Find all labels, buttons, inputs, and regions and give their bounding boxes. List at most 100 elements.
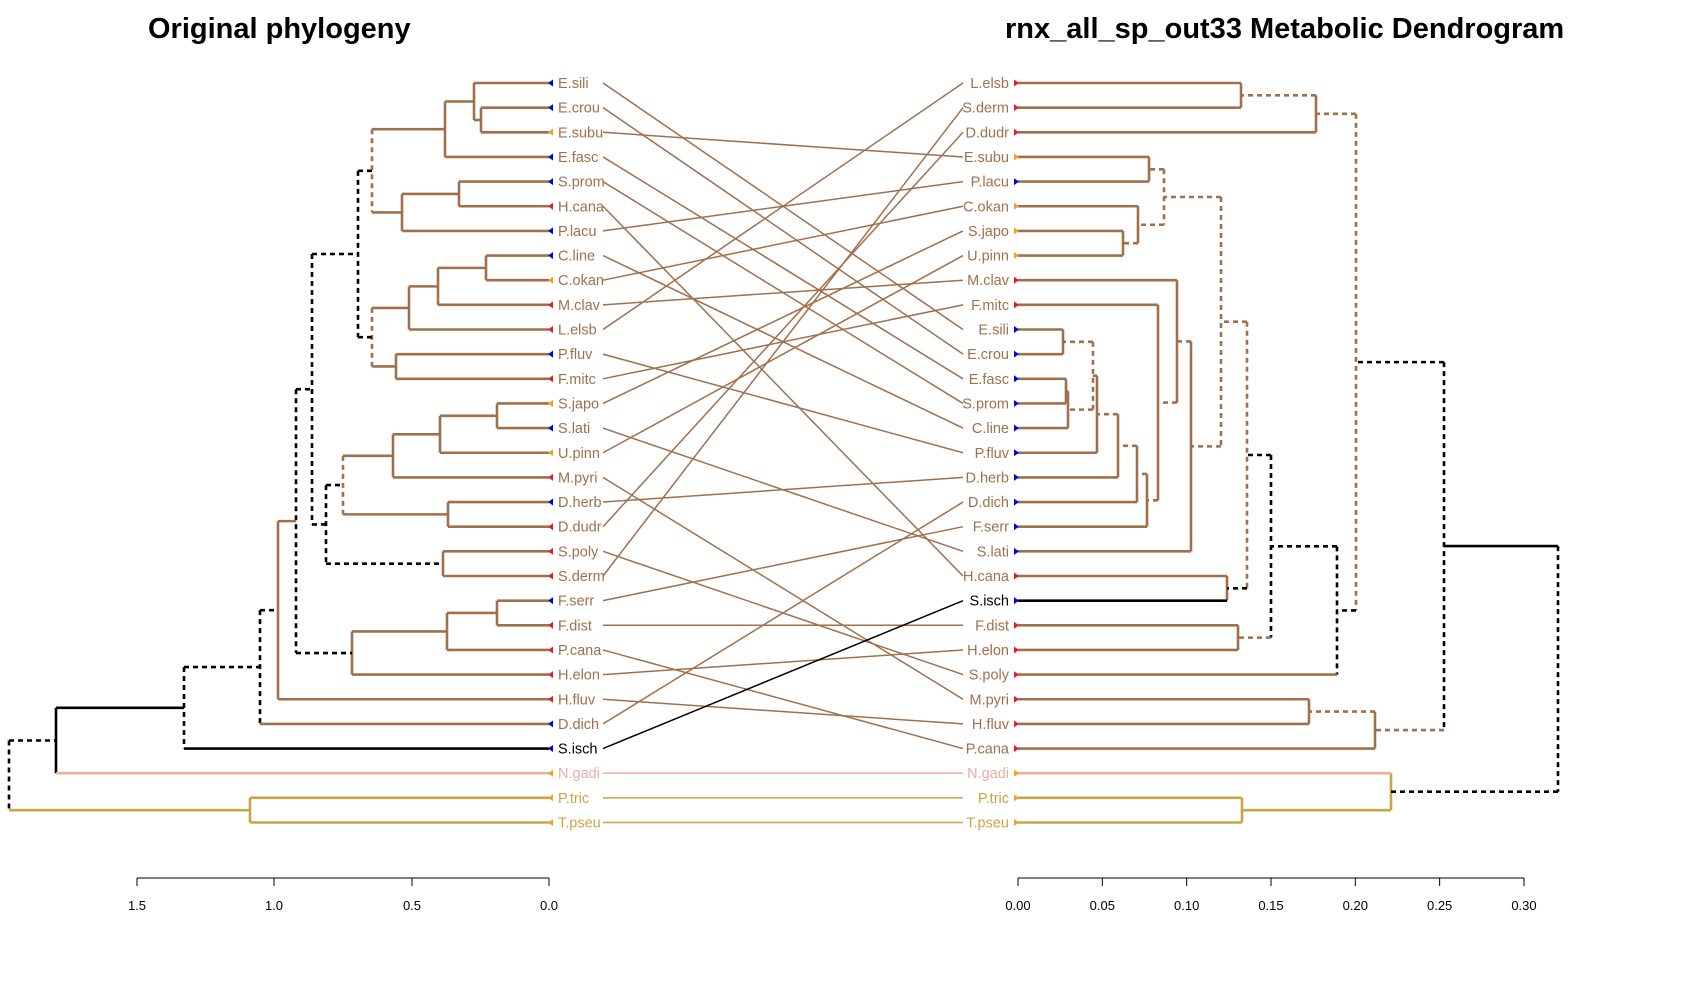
right-leaf-label: H.fluv (972, 717, 1010, 733)
leaf-marker (1014, 547, 1019, 555)
leaf-marker (1014, 671, 1019, 679)
left-leaf-label: F.dist (558, 618, 592, 634)
leaf-marker (548, 621, 553, 629)
connector-line (602, 476, 964, 700)
connector-line (602, 230, 964, 405)
right-leaf-label: S.isch (970, 594, 1010, 610)
left-leaf-label: L.elsb (558, 323, 597, 339)
leaf-marker (548, 819, 553, 826)
leaf-marker (548, 79, 553, 87)
leaf-marker (1014, 252, 1019, 260)
leaf-marker (1014, 326, 1019, 333)
axis-tick-label: 0.5 (403, 898, 421, 913)
leaf-marker (548, 424, 553, 432)
leaf-marker (548, 276, 553, 284)
right-leaf-label: D.dich (968, 495, 1009, 511)
leaf-marker (1014, 498, 1019, 506)
leaf-marker (548, 252, 553, 260)
connector-line (602, 205, 964, 577)
right-leaf-label: S.derm (962, 101, 1009, 117)
leaf-marker (548, 350, 553, 358)
left-leaf-label: U.pinn (558, 446, 600, 462)
right-leaf-label: L.elsb (970, 76, 1009, 92)
leaf-marker (1014, 375, 1019, 383)
leaf-marker (1014, 79, 1019, 87)
leaf-marker (1014, 745, 1019, 753)
leaf-marker (548, 523, 553, 531)
leaf-marker (1014, 424, 1019, 432)
leaf-marker (1014, 128, 1019, 136)
leaf-marker (548, 794, 553, 802)
leaf-marker (548, 597, 553, 605)
leaf-marker (548, 227, 553, 235)
connector-line (602, 698, 964, 725)
right-leaf-label: C.line (972, 421, 1009, 437)
left-leaf-label: F.mitc (558, 372, 596, 388)
left-leaf-label: H.elon (558, 668, 600, 684)
left-leaf-label: M.clav (558, 298, 601, 314)
axis-tick-label: 0.00 (1005, 898, 1030, 913)
axis-tick-label: 1.5 (128, 898, 146, 913)
leaf-marker (1014, 301, 1019, 309)
left-leaf-label: D.herb (558, 495, 602, 511)
leaf-marker (548, 646, 553, 654)
connector-line (602, 649, 964, 676)
right-leaf-label: M.clav (967, 273, 1010, 289)
leaf-marker (1014, 276, 1019, 284)
axis-tick-label: 0.30 (1511, 898, 1536, 913)
connector-line (602, 131, 964, 528)
leaf-marker (548, 498, 553, 506)
leaf-marker (1014, 399, 1019, 407)
axis-tick-label: 0.0 (540, 898, 558, 913)
right-leaf-label: P.fluv (975, 446, 1010, 462)
right-leaf-label: F.mitc (971, 298, 1009, 314)
left-leaf-label: E.crou (558, 101, 600, 117)
left-dendrogram (7, 81, 549, 824)
right-leaf-label: F.dist (975, 618, 1009, 634)
left-leaf-label: N.gadi (558, 766, 600, 782)
left-leaf-label: P.cana (558, 643, 602, 659)
right-leaf-label: S.prom (962, 396, 1009, 412)
leaf-marker (548, 449, 553, 457)
right-leaf-label: P.lacu (971, 175, 1009, 191)
right-leaf-label: D.dudr (965, 125, 1009, 141)
left-leaf-label: E.fasc (558, 150, 598, 166)
right-leaf-label: F.serr (973, 520, 1009, 536)
right-dendrogram (1018, 81, 1560, 824)
left-leaf-label: P.lacu (558, 224, 596, 240)
connector-line (602, 649, 964, 750)
left-leaf-label: S.lati (558, 421, 590, 437)
right-leaf-label: P.cana (966, 742, 1010, 758)
connector-line (602, 254, 964, 454)
leaf-marker (1014, 572, 1019, 580)
connector-line (602, 501, 964, 725)
left-leaf-label: T.pseu (558, 816, 601, 832)
left-leaf-label: P.tric (558, 791, 589, 807)
left-leaf-label: E.subu (558, 125, 603, 141)
leaf-marker (1014, 202, 1019, 210)
left-leaf-label: S.derm (558, 569, 605, 585)
left-leaf-label: H.cana (558, 199, 605, 215)
connector-line (602, 131, 964, 158)
left-leaf-label: D.dudr (558, 520, 602, 536)
connector-line (602, 107, 964, 577)
left-leaf-label: C.line (558, 249, 595, 265)
leaf-marker (1014, 473, 1019, 481)
leaf-marker (548, 547, 553, 555)
left-leaf-labels: E.sili E.crou E.subu E.fasc S.prom H.cana P.la… (548, 76, 605, 832)
right-leaf-label: C.okan (963, 199, 1009, 215)
leaf-marker (548, 695, 553, 703)
leaf-marker (1014, 178, 1019, 186)
leaf-marker (1014, 449, 1019, 457)
leaf-marker (548, 375, 553, 383)
leaf-marker (1014, 819, 1019, 826)
left-leaf-label: M.pyri (558, 470, 597, 486)
leaf-marker (548, 104, 553, 112)
right-leaf-label: E.crou (967, 347, 1009, 363)
left-title: Original phylogeny (148, 13, 411, 45)
leaf-marker (1014, 695, 1019, 703)
right-leaf-label: T.pseu (966, 816, 1009, 832)
leaf-marker (548, 128, 553, 136)
leaf-marker (1014, 769, 1019, 777)
